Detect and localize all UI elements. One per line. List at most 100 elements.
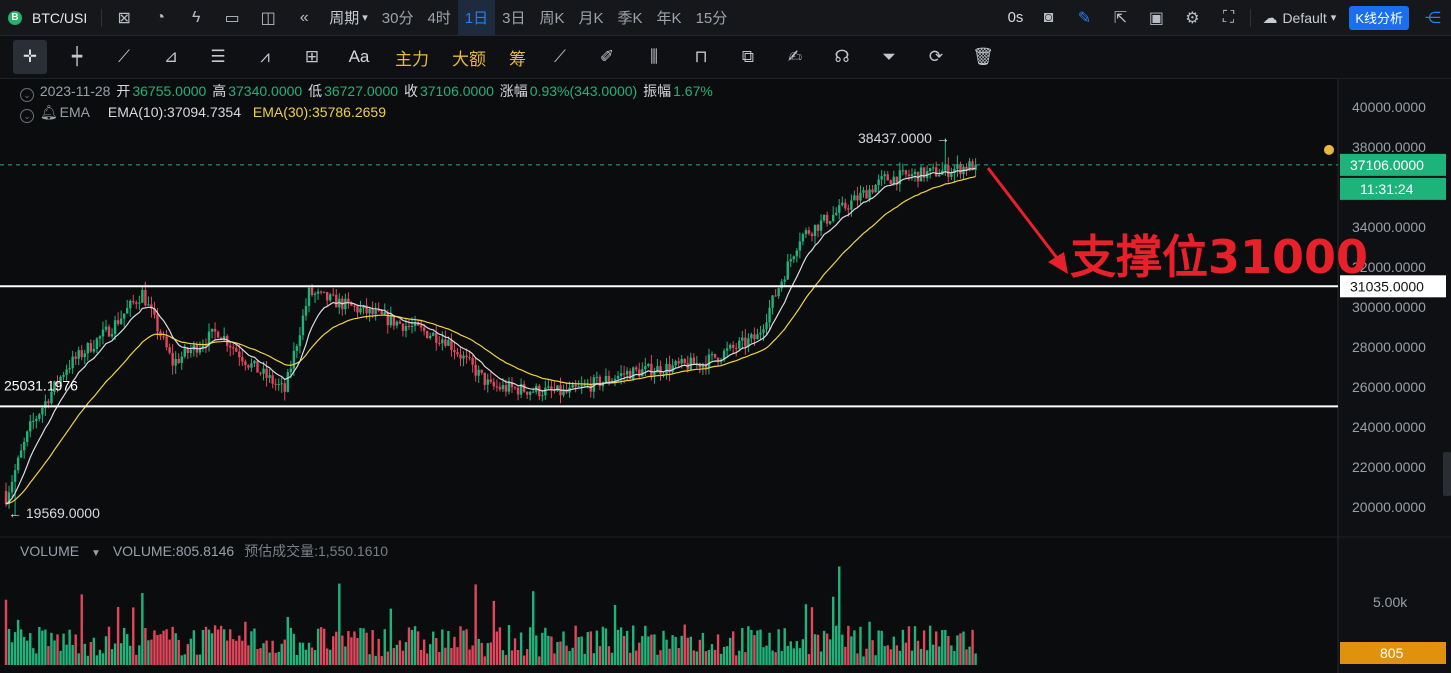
interval-tab[interactable]: 周K — [539, 10, 565, 27]
image-icon[interactable]: ▣ — [1148, 9, 1164, 27]
interval-tab[interactable]: 年K — [656, 10, 682, 27]
candle-body — [871, 189, 874, 193]
candle-body — [119, 318, 123, 324]
text-tool[interactable]: Aa — [348, 47, 370, 66]
angle-icon[interactable]: ⊿ — [163, 47, 179, 66]
volume-bar — [798, 648, 802, 665]
candle-body — [432, 332, 435, 336]
interval-tab[interactable]: 30分 — [381, 10, 414, 27]
candle-body — [580, 385, 583, 387]
interval-tab[interactable]: 季K — [617, 10, 643, 27]
candle-body — [26, 431, 29, 442]
settings-icon[interactable]: ⚙ — [1185, 9, 1200, 27]
main-force-button[interactable]: 主力 — [395, 49, 429, 69]
volume-bar — [410, 629, 414, 665]
lock-icon[interactable]: ⊓ — [694, 47, 708, 66]
lightning-icon[interactable]: ϟ — [192, 8, 201, 26]
candle-body — [298, 335, 302, 347]
interval-tab[interactable]: 1日 — [457, 0, 496, 35]
speed-icon[interactable]: ◔ — [155, 8, 166, 26]
volume-bar — [289, 627, 293, 665]
candles-icon[interactable]: ⫼ — [650, 47, 658, 66]
theme-dropdown[interactable]: ☁ Default ▾ — [1255, 0, 1343, 35]
volume-bar — [453, 636, 456, 665]
volume-bar — [610, 652, 614, 665]
volume-bar — [974, 653, 977, 665]
symbol-label: BTC/USI — [32, 9, 88, 26]
trend-line-icon[interactable]: ⟋ — [118, 47, 130, 66]
candle-body — [35, 418, 38, 421]
candle-body — [513, 387, 517, 389]
candle-body — [232, 347, 235, 349]
share-icon[interactable]: ⋲ — [1425, 9, 1441, 27]
calendar-icon[interactable]: ▭ — [224, 9, 240, 27]
volume-bar — [116, 606, 120, 665]
change-value: 0.93%(343.0000) — [529, 83, 638, 99]
candle-body — [907, 174, 911, 177]
ruler-icon[interactable]: ⟋ — [554, 47, 566, 66]
rewind-icon[interactable]: « — [299, 8, 309, 26]
camera-icon[interactable]: ◙ — [1043, 8, 1054, 26]
bell-icon[interactable]: 🔔︎ — [39, 104, 58, 120]
collapse-icon[interactable]: ⌄ — [20, 88, 34, 102]
measure-icon[interactable]: ⊞ — [304, 47, 320, 66]
candle-body — [329, 294, 332, 301]
candle-body — [856, 195, 859, 201]
interval-tab[interactable]: 月K — [578, 10, 604, 27]
refresh-icon[interactable]: ⟳ — [928, 47, 944, 66]
interval-tab[interactable]: 4时 — [427, 10, 451, 27]
copy-icon[interactable]: ⧉ — [741, 47, 755, 66]
volume-bar — [565, 645, 568, 665]
fib-icon[interactable]: ☰ — [210, 47, 226, 66]
volume-value: VOLUME:805.8146 — [112, 543, 235, 559]
note-icon[interactable]: ✍ — [787, 47, 803, 66]
volume-bar — [792, 648, 795, 665]
pattern-icon[interactable]: ⩘ — [260, 47, 270, 66]
candle-body — [319, 291, 323, 293]
volume-bar — [844, 646, 847, 665]
magnet-icon[interactable]: ☊ — [834, 47, 850, 66]
candle-body — [289, 368, 293, 373]
candle-body — [189, 349, 193, 354]
horizontal-line-icon[interactable]: ┿ — [71, 47, 83, 66]
volume-bar — [298, 642, 302, 665]
volume-bar — [383, 629, 386, 665]
volume-bar — [741, 627, 744, 665]
candle-body — [468, 356, 471, 359]
plot-background — [0, 78, 1338, 673]
period-dropdown[interactable]: 周期 ▾ — [322, 0, 375, 35]
interval-tab[interactable]: 3日 — [502, 10, 526, 27]
volume-bar — [789, 641, 792, 665]
candle-body — [77, 350, 80, 359]
k-analysis-button[interactable]: K线分析 — [1349, 5, 1409, 30]
candle-body — [19, 450, 23, 458]
crosshair-icon[interactable]: ✛ — [13, 40, 47, 74]
collapse-icon[interactable]: ⌄ — [20, 109, 34, 123]
ohlc-legend: ⌄ 2023-11-28 开 36755.0000 高 37340.0000 低 36… — [20, 81, 715, 123]
pencil-icon[interactable]: ✎ — [1077, 9, 1092, 27]
volume-bar — [310, 647, 314, 665]
candle-body — [425, 331, 429, 339]
chevron-down-icon[interactable]: ▼ — [91, 548, 101, 559]
chart-type-icon[interactable]: ⊠ — [117, 9, 131, 27]
volume-bar — [313, 650, 317, 665]
big-amount-button[interactable]: 大额 — [452, 49, 486, 69]
trash-icon[interactable]: 🗑 — [972, 47, 994, 66]
volume-bar — [177, 639, 180, 665]
brush-icon[interactable]: ✐ — [599, 47, 615, 66]
fullscreen-icon[interactable]: ⛶ — [1222, 8, 1235, 26]
chips-button[interactable]: 筹 — [509, 49, 526, 69]
layout-icon[interactable]: ◫ — [260, 9, 276, 27]
scroll-handle — [1443, 452, 1451, 496]
candle-body — [898, 170, 902, 185]
candle-body — [607, 376, 611, 382]
filter-icon[interactable]: ⏷ — [882, 47, 896, 66]
symbol-selector[interactable]: B BTC/USI — [8, 10, 87, 26]
candle-body — [831, 214, 835, 222]
candle-body — [813, 224, 817, 236]
volume-bar — [201, 630, 205, 665]
interval-tab[interactable]: 15分 — [695, 10, 728, 27]
popout-icon[interactable]: ⇱ — [1113, 9, 1128, 27]
candle-body — [322, 291, 326, 293]
